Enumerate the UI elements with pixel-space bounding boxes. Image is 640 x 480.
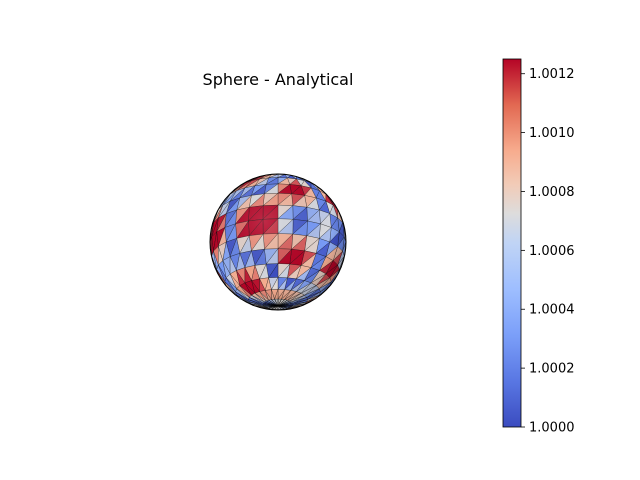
colorbar-tick-label: 1.0000 — [529, 421, 575, 436]
sphere-surface — [209, 173, 347, 311]
colorbar-ticks: 1.0000 1.0002 1.0004 1.0006 1.0008 1.0010 1.00… — [521, 67, 575, 436]
colorbar-tick-label: 1.0002 — [529, 362, 575, 377]
colorbar-gradient — [503, 59, 521, 427]
sphere-shading — [210, 174, 346, 310]
chart-title: Sphere - Analytical — [203, 70, 354, 89]
colorbar-frame — [502, 58, 522, 428]
colorbar-tick-label: 1.0006 — [529, 244, 575, 259]
colorbar-tick-label: 1.0010 — [529, 126, 575, 141]
colorbar-tick-label: 1.0008 — [529, 185, 575, 200]
colorbar-tick-label: 1.0004 — [529, 303, 575, 318]
colorbar: 1.0000 1.0002 1.0004 1.0006 1.0008 1.0010 1.00… — [502, 58, 575, 436]
colorbar-tick-label: 1.0012 — [529, 67, 575, 82]
sphere-outline — [209, 173, 347, 311]
